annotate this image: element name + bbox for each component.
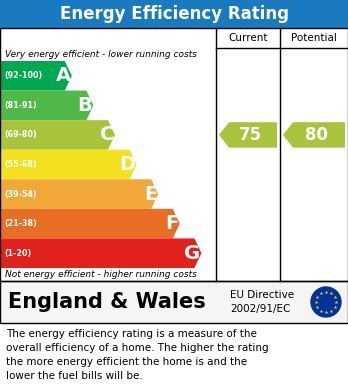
Text: G: G (184, 244, 200, 263)
Text: (39-54): (39-54) (4, 190, 37, 199)
Text: Current: Current (228, 33, 268, 43)
Text: The energy efficiency rating is a measure of the: The energy efficiency rating is a measur… (6, 329, 257, 339)
Text: (81-91): (81-91) (4, 101, 37, 110)
Polygon shape (0, 239, 201, 268)
Text: the more energy efficient the home is and the: the more energy efficient the home is an… (6, 357, 247, 367)
Polygon shape (0, 91, 93, 120)
Bar (0, 0, 348, 28)
Polygon shape (219, 122, 277, 148)
Text: F: F (166, 214, 179, 233)
Text: Very energy efficient - lower running costs: Very energy efficient - lower running co… (5, 50, 197, 59)
Text: E: E (144, 185, 157, 204)
Text: (1-20): (1-20) (4, 249, 31, 258)
Text: Potential: Potential (291, 33, 337, 43)
Text: Energy Efficiency Rating: Energy Efficiency Rating (60, 5, 288, 23)
Text: (92-100): (92-100) (4, 71, 42, 80)
Text: Not energy efficient - higher running costs: Not energy efficient - higher running co… (5, 270, 197, 279)
Polygon shape (0, 61, 72, 91)
Polygon shape (0, 150, 137, 179)
Text: EU Directive: EU Directive (230, 290, 294, 300)
Text: 2002/91/EC: 2002/91/EC (230, 304, 290, 314)
Polygon shape (0, 179, 158, 209)
Text: D: D (119, 155, 136, 174)
Bar (0, 281, 348, 323)
Text: England & Wales: England & Wales (8, 292, 206, 312)
Bar (0, 28, 348, 281)
Text: lower the fuel bills will be.: lower the fuel bills will be. (6, 371, 143, 381)
Circle shape (311, 287, 341, 317)
Text: 80: 80 (305, 126, 328, 144)
Text: C: C (100, 126, 114, 144)
Text: (69-80): (69-80) (4, 131, 37, 140)
Text: A: A (56, 66, 71, 85)
Text: (55-68): (55-68) (4, 160, 37, 169)
Polygon shape (283, 122, 345, 148)
Text: B: B (78, 96, 93, 115)
Text: overall efficiency of a home. The higher the rating: overall efficiency of a home. The higher… (6, 343, 269, 353)
Polygon shape (0, 120, 115, 150)
Text: (21-38): (21-38) (4, 219, 37, 228)
Polygon shape (0, 209, 180, 239)
Text: 75: 75 (239, 126, 262, 144)
